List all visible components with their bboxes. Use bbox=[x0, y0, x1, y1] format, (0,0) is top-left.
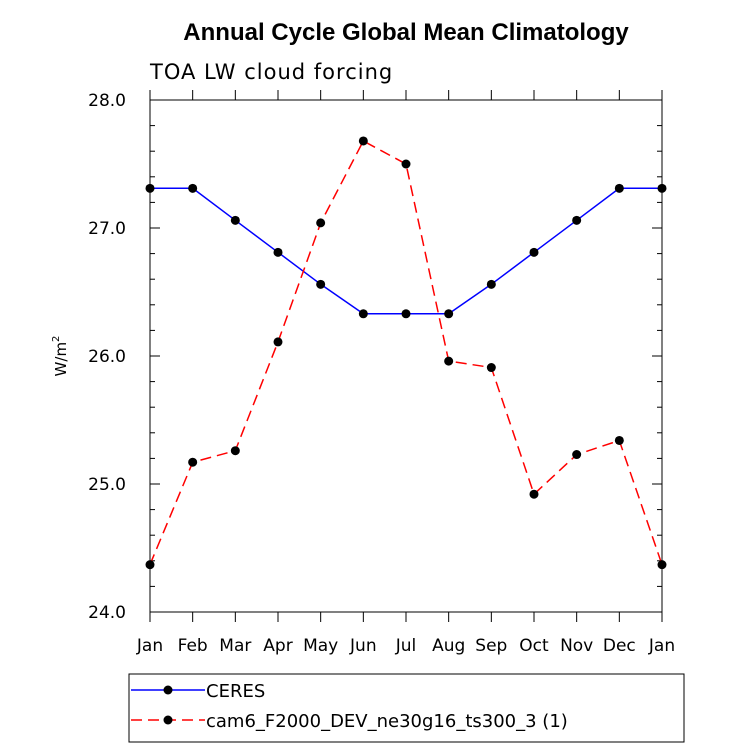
y-tick-label: 25.0 bbox=[88, 475, 126, 495]
legend-entry-cam6: cam6_F2000_DEV_ne30g16_ts300_3 (1) bbox=[131, 711, 568, 732]
y-tick-labels: 24.0 25.0 26.0 27.0 28.0 bbox=[88, 91, 126, 623]
data-point bbox=[614, 183, 624, 193]
x-tick-labels: Jan Feb Mar Apr May Jun Jul Aug Sep Oct Nov Dec Jan bbox=[136, 636, 675, 656]
data-point bbox=[358, 309, 368, 319]
data-point bbox=[145, 560, 155, 570]
y-tick-label: 27.0 bbox=[88, 219, 126, 239]
series-line-1 bbox=[149, 139, 663, 565]
data-point bbox=[145, 183, 155, 193]
y-axis-label-superscript: 2 bbox=[51, 336, 62, 342]
chart-title: Annual Cycle Global Mean Climatology bbox=[183, 19, 629, 46]
x-tick-label: Jan bbox=[136, 636, 163, 656]
data-point bbox=[401, 309, 411, 319]
legend-entry-ceres: CERES bbox=[131, 681, 265, 702]
x-tick-label: May bbox=[303, 636, 338, 656]
y-tick-label: 26.0 bbox=[88, 347, 126, 367]
axis-ticks bbox=[149, 90, 663, 622]
data-point bbox=[529, 247, 539, 257]
data-point bbox=[657, 560, 667, 570]
plot-frame bbox=[149, 99, 663, 613]
x-tick-label: Oct bbox=[519, 636, 549, 656]
legend-box bbox=[128, 673, 685, 743]
x-tick-label: Jan bbox=[648, 636, 675, 656]
data-point bbox=[188, 183, 198, 193]
x-tick-label: Apr bbox=[263, 636, 292, 656]
y-axis-label-text: W/m bbox=[52, 342, 70, 377]
x-tick-label: Dec bbox=[603, 636, 636, 656]
data-point bbox=[444, 309, 454, 319]
x-tick-label: Feb bbox=[178, 636, 208, 656]
y-axis-label: W/m2 bbox=[51, 336, 70, 377]
legend-marker-ceres bbox=[163, 685, 173, 695]
data-point bbox=[486, 279, 496, 289]
x-tick-label: Jun bbox=[349, 636, 377, 656]
data-point bbox=[486, 363, 496, 373]
data-point bbox=[614, 435, 624, 445]
x-tick-label: Sep bbox=[475, 636, 507, 656]
chart-subtitle: TOA LW cloud forcing bbox=[149, 60, 393, 84]
data-point bbox=[230, 446, 240, 456]
data-point bbox=[273, 247, 283, 257]
legend-label-cam6: cam6_F2000_DEV_ne30g16_ts300_3 (1) bbox=[206, 711, 568, 732]
data-point bbox=[444, 356, 454, 366]
data-point bbox=[572, 215, 582, 225]
data-point bbox=[188, 457, 198, 467]
y-tick-label: 28.0 bbox=[88, 91, 126, 111]
data-point bbox=[273, 337, 283, 347]
data-point bbox=[316, 279, 326, 289]
svg-text:W/m2: W/m2 bbox=[51, 336, 70, 377]
data-point bbox=[657, 183, 667, 193]
data-point bbox=[358, 136, 368, 146]
x-tick-label: Nov bbox=[560, 636, 593, 656]
x-tick-label: Jul bbox=[395, 636, 417, 656]
data-point bbox=[529, 489, 539, 499]
data-point bbox=[316, 218, 326, 228]
data-point bbox=[230, 215, 240, 225]
legend-label-ceres: CERES bbox=[206, 681, 265, 702]
series-group bbox=[145, 136, 667, 570]
legend-marker-cam6 bbox=[163, 715, 173, 725]
x-tick-label: Mar bbox=[219, 636, 251, 656]
data-point bbox=[401, 159, 411, 169]
x-tick-label: Aug bbox=[432, 636, 465, 656]
y-tick-label: 24.0 bbox=[88, 603, 126, 623]
data-point bbox=[572, 450, 582, 460]
series-line-0 bbox=[150, 187, 662, 315]
